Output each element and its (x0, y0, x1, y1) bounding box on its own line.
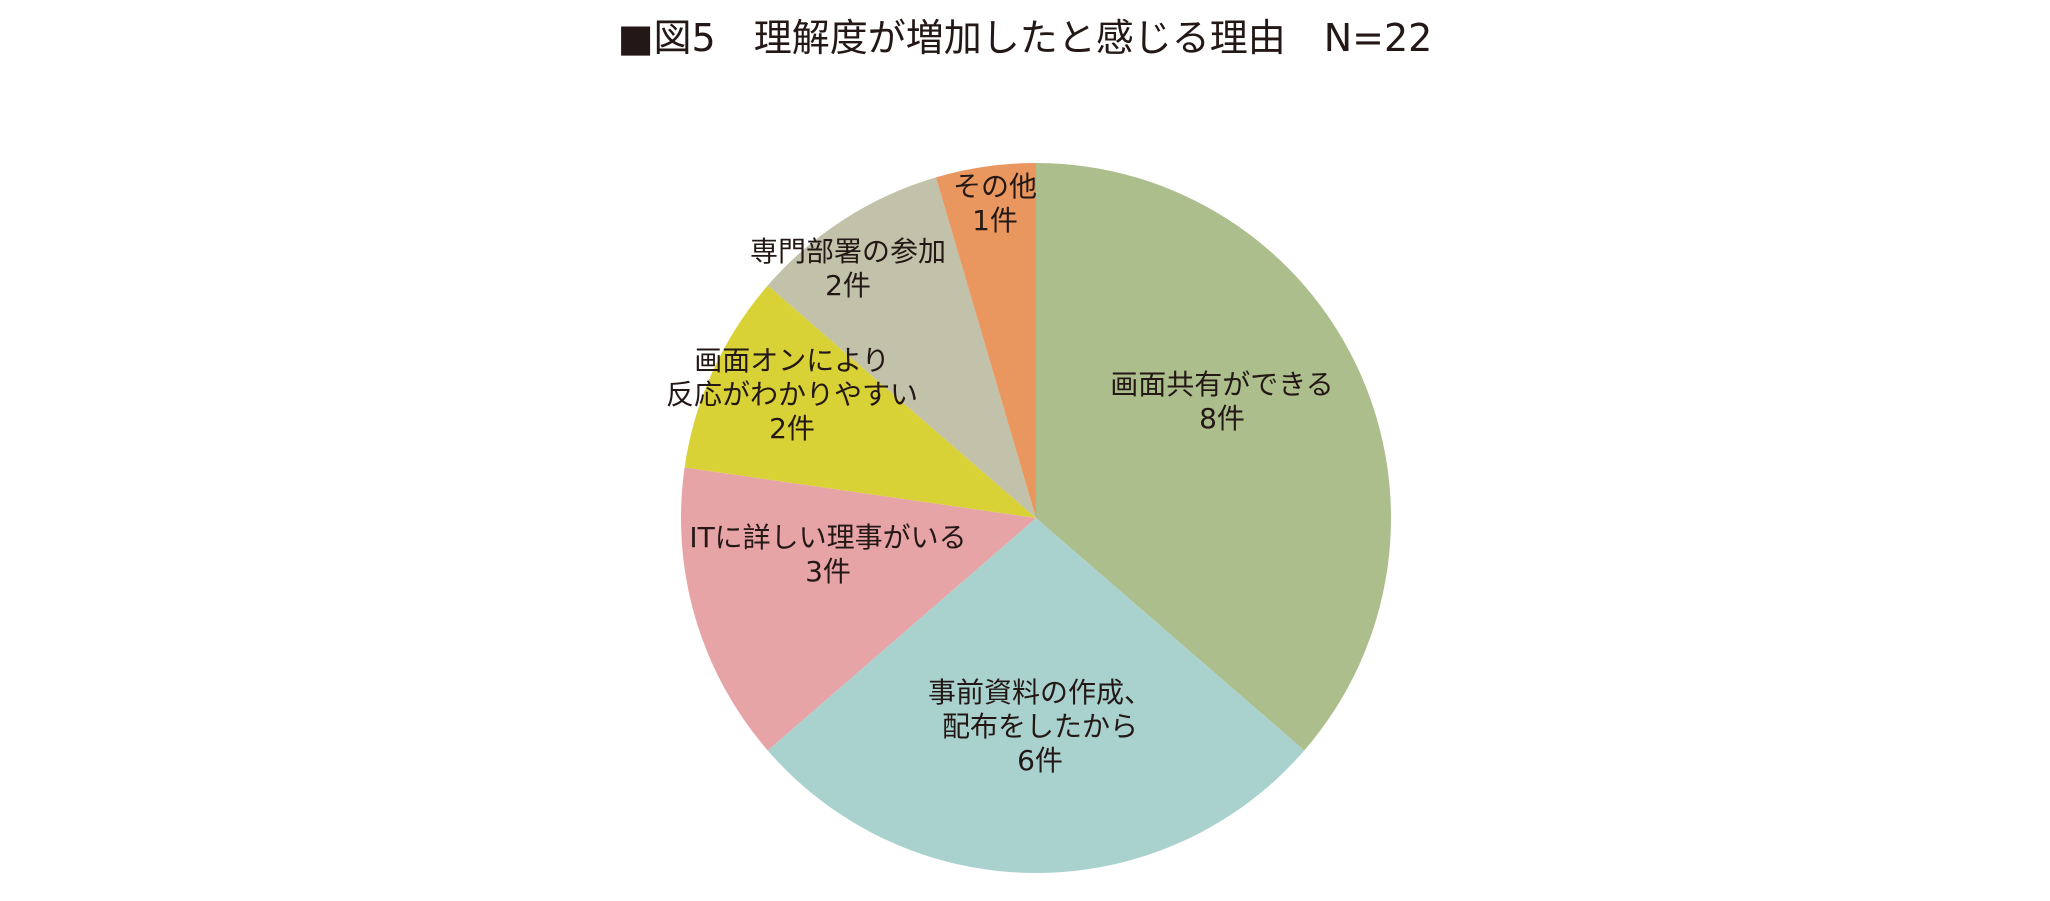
slice-label-2: 事前資料の作成、配布をしたから 6件 (928, 676, 1152, 777)
pie-slice-3 (680, 467, 1036, 751)
pie-slice-5 (767, 177, 1036, 518)
slice-value-label: 2件 (825, 269, 871, 302)
slice-label-1: 画面共有ができる 8件 (1110, 368, 1333, 435)
slice-category-label: 専門部署の参加 (750, 235, 946, 268)
slice-value-label: 2件 (769, 412, 815, 445)
pie-slice-2 (767, 518, 1305, 874)
slice-value-label: 3件 (805, 555, 851, 588)
slice-category-label: 画面共有ができる (1110, 368, 1333, 401)
slice-category-label: 事前資料の作成、 (928, 676, 1152, 709)
pie-slice-1 (1036, 163, 1392, 751)
slice-label-6: その他 1件 (953, 170, 1037, 237)
slice-value-label: 1件 (972, 204, 1018, 237)
slice-label-3: ITに詳しい理事がいる 3件 (689, 521, 966, 588)
slice-category-label: ITに詳しい理事がいる (689, 521, 966, 554)
slice-label-5: 専門部署の参加 2件 (750, 235, 946, 302)
chart-title: ■図5 理解度が増加したと感じる理由 N=22 (617, 16, 1433, 60)
slice-label-4: 画面オンにより反応がわかりやすい 2件 (666, 344, 918, 445)
pie-slices (680, 163, 1392, 874)
pie-slice-4 (684, 285, 1036, 518)
slice-category-label: 反応がわかりやすい (666, 378, 918, 411)
pie-slice-6 (935, 163, 1036, 518)
slice-category-label: その他 (953, 170, 1037, 203)
slice-value-label: 6件 (1017, 744, 1063, 777)
slice-category-label: 配布をしたから (942, 710, 1138, 743)
slice-category-label: 画面オンにより (694, 344, 889, 377)
slice-value-label: 8件 (1199, 402, 1245, 435)
